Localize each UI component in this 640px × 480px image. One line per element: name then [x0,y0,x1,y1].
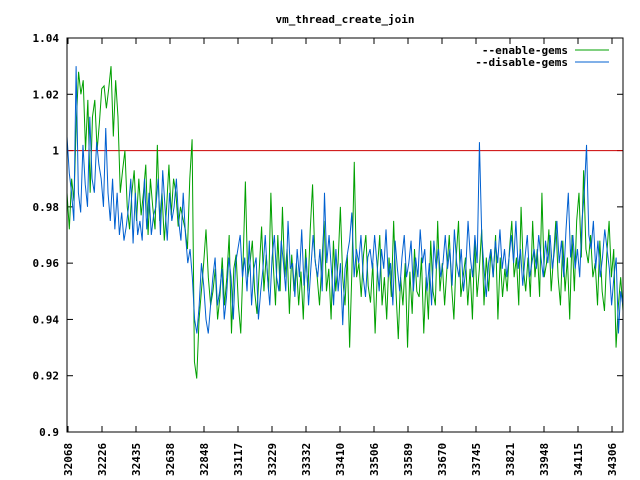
x-tick-label: 33745 [470,443,483,476]
x-tick-label: 33229 [266,443,279,476]
x-tick-label: 32638 [164,443,177,476]
series-line-1 [66,66,624,334]
x-tick-label: 34306 [606,443,619,476]
x-tick-label: 33948 [538,443,551,476]
x-tick-label: 33821 [504,443,517,476]
x-tick-label: 33332 [300,443,313,476]
x-tick-label: 33410 [334,443,347,476]
plot-frame [66,37,624,433]
y-tick-label: 0.92 [33,370,60,383]
y-tick-label: 1.04 [33,32,60,45]
axes-group: 0.9 0.92 0.94 0.96 0.98 1 1.02 1.04 32068 32226 32… [33,32,623,476]
x-tick-label: 33117 [232,443,245,476]
legend-label: --disable-gems [475,56,568,69]
x-tick-label: 32848 [198,443,211,476]
y-tick-label: 0.94 [33,313,60,326]
y-tick-label: 1.02 [33,88,60,101]
x-tick-label: 33670 [436,443,449,476]
y-tick-label: 0.98 [33,201,60,214]
x-tick-label: 34115 [572,443,585,476]
x-tick-label: 33506 [368,443,381,476]
x-tick-label: 33589 [402,443,415,476]
legend-label: --enable-gems [482,44,568,57]
y-tick-label: 0.96 [33,257,60,270]
legend: --enable-gems--disable-gems [475,44,609,69]
chart-title: vm_thread_create_join [275,13,414,26]
x-tick-label: 32226 [96,443,109,476]
x-tick-label: 32068 [62,443,75,476]
x-tick-label: 32435 [130,443,143,476]
series-group [66,37,624,433]
y-tick-label: 0.9 [39,426,59,439]
y-tick-label: 1 [52,145,59,158]
